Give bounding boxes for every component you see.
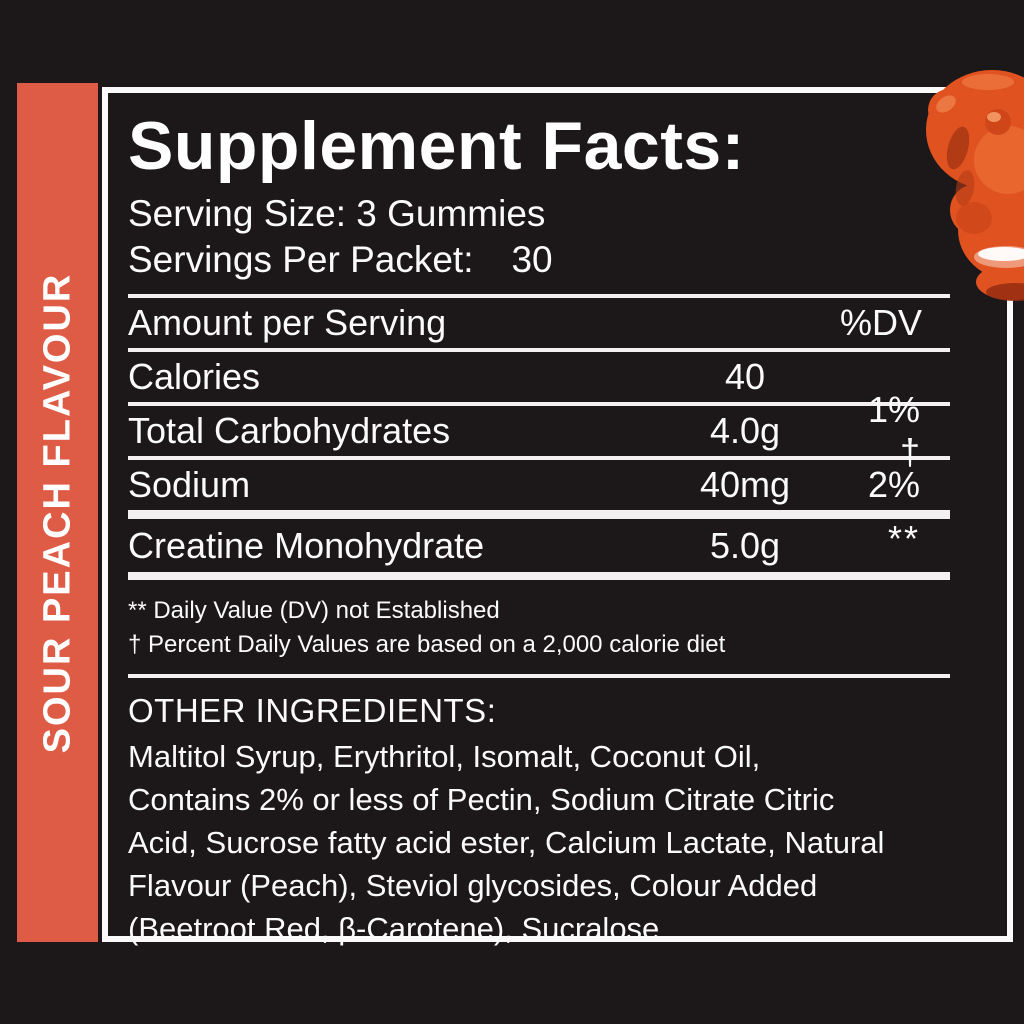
gummy-bear-icon xyxy=(918,60,1024,302)
table-rule-thick xyxy=(128,510,950,520)
row-name: Total Carbohydrates xyxy=(128,410,451,452)
footnote-dv: ** Daily Value (DV) not Established xyxy=(128,597,500,625)
row-name: Sodium xyxy=(128,464,251,506)
table-rule xyxy=(128,294,950,299)
servings-per-packet-value: 30 xyxy=(511,239,553,281)
row-amount: 40 xyxy=(724,356,766,398)
row-amount: 5.0g xyxy=(709,524,781,566)
row-amount: 4.0g xyxy=(709,410,781,452)
ingredients-line: Maltitol Syrup, Erythritol, Isomalt, Coc… xyxy=(128,739,761,775)
other-ingredients-text: Maltitol Syrup, Erythritol, Isomalt, Coc… xyxy=(128,735,1000,950)
row-name: Creatine Monohydrate xyxy=(128,524,485,566)
row-dv: ** xyxy=(887,517,920,559)
ingredients-line: Contains 2% or less of Pectin, Sodium Ci… xyxy=(128,782,835,818)
row-amount: 40mg xyxy=(699,464,791,506)
table-rule xyxy=(128,456,950,461)
flavor-strip: SOUR PEACH FLAVOUR xyxy=(17,83,98,942)
amount-per-serving-header: Amount per Serving xyxy=(128,302,447,344)
footnote-percent: † Percent Daily Values are based on a 2,… xyxy=(128,631,726,659)
ingredients-line: Acid, Sucrose fatty acid ester, Calcium … xyxy=(128,825,885,861)
section-rule xyxy=(128,674,950,679)
ingredients-line: (Beetroot Red, β-Carotene), Sucralose xyxy=(128,911,660,947)
table-row-creatine: Creatine Monohydrate 5.0g ** xyxy=(128,517,950,572)
table-header-row: Amount per Serving %DV xyxy=(128,298,950,348)
table-rule xyxy=(128,402,950,407)
serving-size-line: Serving Size: 3 Gummies xyxy=(128,193,546,235)
servings-per-packet-line: Servings Per Packet: 30 xyxy=(128,238,1007,282)
row-dv: 2% xyxy=(867,464,920,506)
row-name: Calories xyxy=(128,356,261,398)
dv-header: %DV xyxy=(840,302,923,344)
flavor-strip-label: SOUR PEACH FLAVOUR xyxy=(36,272,78,753)
table-rule xyxy=(128,348,950,353)
other-ingredients-heading: OTHER INGREDIENTS: xyxy=(128,692,497,730)
ingredients-line: Flavour (Peach), Steviol glycosides, Col… xyxy=(128,868,818,904)
footnotes: ** Daily Value (DV) not Established † Pe… xyxy=(128,594,1007,662)
row-dv: 1% † xyxy=(867,389,920,473)
supplement-facts-panel: Supplement Facts: Serving Size: 3 Gummie… xyxy=(102,87,1013,946)
table-row-calories: Calories 40 xyxy=(128,352,950,402)
servings-per-packet-label: Servings Per Packet: xyxy=(128,239,474,281)
panel-title: Supplement Facts: xyxy=(128,108,745,184)
table-row-sodium: Sodium 40mg 2% xyxy=(128,460,950,510)
panel-content: Supplement Facts: Serving Size: 3 Gummie… xyxy=(108,93,1007,950)
table-rule-thick xyxy=(128,572,950,581)
table-row-carbohydrates: Total Carbohydrates 4.0g 1% † xyxy=(128,389,950,472)
